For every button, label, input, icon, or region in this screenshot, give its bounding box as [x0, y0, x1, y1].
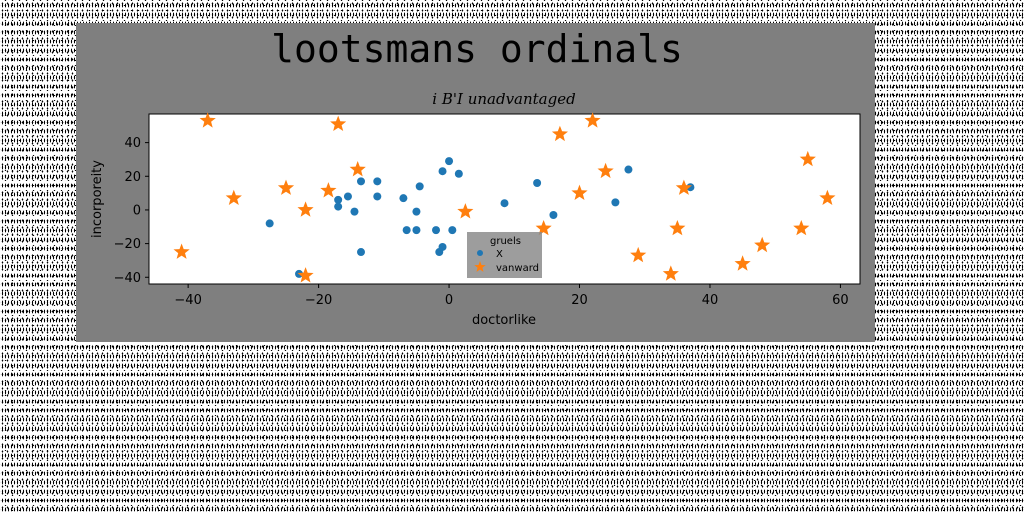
x-series-point	[356, 177, 365, 186]
vanward-point	[330, 115, 347, 131]
vanward-point	[669, 220, 686, 236]
x-series-point	[438, 167, 447, 176]
y-tick-label: 40	[124, 136, 141, 151]
y-tick-label: 0	[133, 203, 141, 218]
vanward-point	[551, 125, 568, 142]
vanward-point	[457, 203, 474, 219]
x-series-point	[356, 248, 365, 257]
legend-marker-vanward	[474, 261, 486, 272]
y-axis: −40 −20 0 20 40	[114, 136, 149, 286]
x-series-point	[454, 169, 463, 178]
x-series-point	[686, 183, 695, 192]
legend-title: gruels	[490, 236, 521, 247]
x-series-point	[350, 207, 359, 216]
legend-marker-x	[477, 250, 483, 256]
x-series-point	[399, 194, 408, 203]
y-axis-label: incorporeity	[90, 160, 105, 238]
vanward-point	[754, 236, 771, 253]
y-tick-label: −40	[114, 271, 141, 286]
x-series-point	[533, 179, 542, 188]
x-axis: −40 −20 0 20 40 60	[174, 284, 849, 308]
x-series-point	[500, 199, 509, 208]
x-tick-label: 60	[832, 293, 849, 308]
x-tick-label: 0	[445, 293, 453, 308]
vanward-point	[662, 265, 679, 281]
vanward-point	[173, 243, 190, 259]
x-tick-label: −20	[305, 293, 332, 308]
vanward-point	[819, 189, 836, 205]
x-series-point	[415, 182, 424, 191]
legend-label: X	[496, 249, 503, 260]
legend-label: vanward	[496, 263, 539, 274]
figure-title: lootsmans ordinals	[271, 27, 683, 71]
x-series-point	[432, 226, 441, 235]
vanward-point	[225, 189, 242, 205]
vanward-point	[584, 112, 601, 128]
x-tick-label: −40	[174, 293, 201, 308]
x-series-point	[611, 198, 620, 207]
x-series-point	[334, 202, 343, 211]
y-tick-label: −20	[114, 237, 141, 252]
vanward-point	[535, 220, 552, 236]
vanward-point	[571, 184, 588, 200]
x-series-point	[334, 195, 343, 204]
x-tick-label: 20	[571, 293, 588, 308]
x-series-point	[438, 242, 447, 251]
vanward-point	[793, 220, 810, 236]
x-series-point	[624, 165, 633, 174]
vanward-point	[277, 179, 295, 195]
x-axis-label: doctorlike	[472, 313, 536, 328]
vanward-point	[630, 246, 647, 263]
x-series-point	[373, 177, 382, 186]
vanward-point	[297, 267, 314, 283]
x-series-point	[412, 207, 421, 216]
vanward-point	[199, 112, 216, 128]
axes-title: i B'I unadvantaged	[432, 90, 575, 108]
x-series-point	[265, 219, 274, 228]
x-series-point	[373, 192, 382, 201]
x-series-point	[402, 226, 411, 235]
x-series-point	[448, 226, 457, 235]
x-series-point	[343, 192, 352, 201]
vanward-point	[597, 162, 614, 179]
y-tick-label: 20	[124, 170, 141, 185]
x-series-point	[412, 226, 421, 235]
x-series-point	[445, 157, 454, 166]
vanward-point	[675, 179, 692, 195]
data-points	[173, 112, 836, 283]
vanward-point	[320, 182, 337, 198]
vanward-point	[734, 255, 751, 271]
x-tick-label: 40	[702, 293, 719, 308]
vanward-point	[799, 150, 816, 167]
vanward-point	[349, 161, 366, 177]
x-series-point	[549, 210, 558, 219]
vanward-point	[297, 201, 314, 217]
